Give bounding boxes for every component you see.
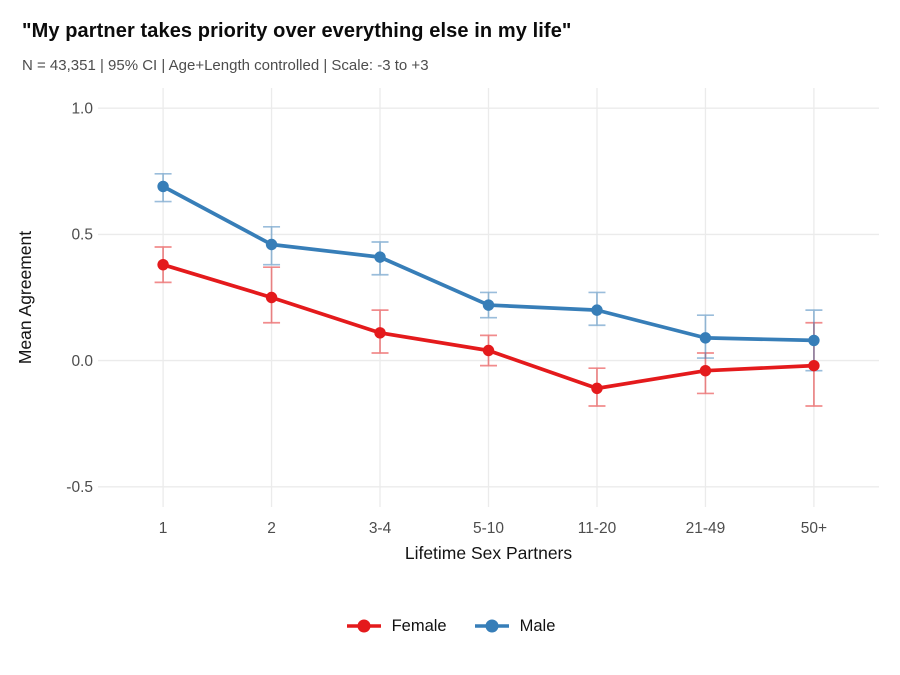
y-tick-label: -0.5 <box>66 479 93 496</box>
x-tick-label: 11-20 <box>578 520 617 537</box>
y-tick-label: 0.0 <box>71 353 93 370</box>
y-tick-label: 0.5 <box>71 227 93 244</box>
data-point-female-3-4 <box>374 327 386 339</box>
legend-item-male: Male <box>473 615 556 637</box>
x-tick-label: 50+ <box>801 520 827 537</box>
data-point-male-21-49 <box>699 332 712 344</box>
data-point-female-2 <box>265 291 278 304</box>
x-tick-label: 5-10 <box>473 520 504 537</box>
chart-subtitle: N = 43,351 | 95% CI | Age+Length control… <box>22 57 429 74</box>
legend-key-male-icon <box>474 619 509 633</box>
chart-legend: Female Male <box>0 608 900 644</box>
data-point-male-50+ <box>808 334 820 347</box>
legend-key-female-icon <box>346 619 381 633</box>
legend-label-male: Male <box>519 616 556 635</box>
legend-key-point <box>357 619 371 633</box>
data-point-female-5-10 <box>482 344 495 357</box>
data-point-male-5-10 <box>482 299 495 311</box>
data-point-male-2 <box>265 238 278 251</box>
data-point-male-3-4 <box>374 251 386 263</box>
data-point-female-21-49 <box>699 364 712 377</box>
x-tick-label: 21-49 <box>686 520 726 537</box>
x-tick-label: 2 <box>267 520 276 537</box>
chart-canvas: 1.0 0.5 0.0 -0.5 1 2 3-4 5-10 11-20 21-49 50+ Lifet… <box>15 88 879 563</box>
x-axis-title: Lifetime Sex Partners <box>405 543 573 563</box>
x-tick-label: 1 <box>159 520 168 537</box>
chart-title: "My partner takes priority over everythi… <box>22 20 572 42</box>
legend-label-female: Female <box>391 616 447 635</box>
x-tick-label: 3-4 <box>369 520 392 537</box>
y-tick-label: 1.0 <box>71 100 93 117</box>
legend-key-point <box>485 619 499 633</box>
legend-item-female: Female <box>345 615 447 637</box>
data-point-female-11-20 <box>591 382 603 395</box>
data-point-female-1 <box>157 258 169 271</box>
data-point-female-50+ <box>808 359 820 372</box>
data-point-male-1 <box>157 180 169 193</box>
y-axis-title: Mean Agreement <box>15 231 35 364</box>
data-point-male-11-20 <box>591 304 603 316</box>
